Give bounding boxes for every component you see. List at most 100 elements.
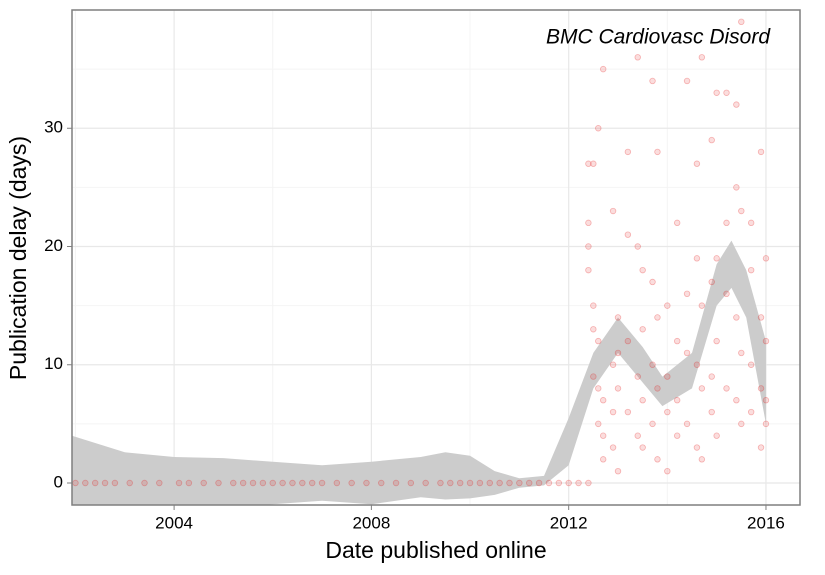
point <box>595 125 602 132</box>
point <box>609 207 617 215</box>
point <box>535 479 543 487</box>
point <box>639 444 646 451</box>
point <box>595 420 602 428</box>
point <box>698 456 706 463</box>
point <box>664 467 671 475</box>
point <box>600 432 607 439</box>
plot-border <box>71 9 801 506</box>
point <box>738 18 745 26</box>
point <box>757 444 765 451</box>
point <box>683 290 691 298</box>
point <box>693 160 701 167</box>
point <box>437 479 444 487</box>
point <box>733 184 740 191</box>
point <box>259 479 267 487</box>
point <box>476 479 484 487</box>
point <box>595 337 602 345</box>
point <box>683 77 691 85</box>
point <box>624 337 632 345</box>
y-tick-label: 30 <box>44 118 63 137</box>
point <box>299 479 306 487</box>
point <box>664 302 671 309</box>
point <box>72 479 79 487</box>
point <box>614 385 622 392</box>
point <box>654 148 661 156</box>
y-tick-label: 10 <box>44 354 63 373</box>
point <box>600 65 607 73</box>
point <box>156 479 163 487</box>
point <box>466 479 474 487</box>
point <box>624 148 632 156</box>
point <box>649 278 656 286</box>
point <box>762 420 770 428</box>
point <box>673 337 681 345</box>
point <box>175 479 183 487</box>
point <box>762 255 770 262</box>
point <box>723 89 730 96</box>
point <box>333 479 341 487</box>
point <box>506 479 513 487</box>
x-axis-title: Date published online <box>325 537 546 563</box>
point <box>318 479 326 487</box>
point <box>348 479 355 487</box>
point <box>82 479 89 487</box>
point <box>708 408 715 416</box>
point <box>698 385 706 392</box>
marks <box>72 18 770 505</box>
annotation: BMC Cardiovasc Disord <box>546 26 771 49</box>
point <box>575 479 582 487</box>
point <box>733 101 740 108</box>
point <box>91 479 99 487</box>
point <box>733 397 740 404</box>
point <box>683 420 691 428</box>
point <box>614 314 622 321</box>
point <box>555 479 563 487</box>
point <box>609 444 617 451</box>
x-tick-label: 2004 <box>155 513 193 532</box>
point <box>693 361 701 368</box>
point <box>111 479 119 487</box>
point <box>698 54 706 61</box>
point <box>230 479 237 487</box>
point <box>713 432 720 439</box>
point <box>141 479 148 487</box>
point <box>713 337 720 345</box>
point <box>585 160 592 167</box>
point <box>738 349 745 357</box>
point <box>634 243 641 250</box>
point <box>708 136 715 144</box>
plot-background <box>72 10 800 505</box>
point <box>733 314 740 321</box>
point <box>590 160 597 167</box>
point <box>585 479 592 487</box>
point <box>585 243 592 250</box>
point <box>639 397 646 404</box>
point <box>708 373 715 380</box>
point <box>723 385 730 392</box>
point <box>600 456 607 463</box>
point <box>614 467 622 475</box>
point <box>683 349 691 357</box>
point <box>639 266 646 274</box>
y-axis-title: Publication delay (days) <box>5 136 31 380</box>
point <box>757 148 765 156</box>
point <box>600 397 607 404</box>
point <box>215 479 222 487</box>
point <box>590 302 597 309</box>
point <box>664 373 671 380</box>
point <box>447 479 454 487</box>
point <box>649 420 656 428</box>
point <box>545 479 553 487</box>
point <box>634 373 641 380</box>
point <box>673 397 681 404</box>
point <box>456 479 464 487</box>
x-tick-label: 2008 <box>352 513 390 532</box>
point <box>565 479 572 487</box>
point <box>585 219 592 227</box>
point <box>185 479 193 487</box>
point <box>723 219 730 227</box>
point <box>269 479 276 487</box>
point <box>407 479 415 487</box>
point <box>713 255 720 262</box>
